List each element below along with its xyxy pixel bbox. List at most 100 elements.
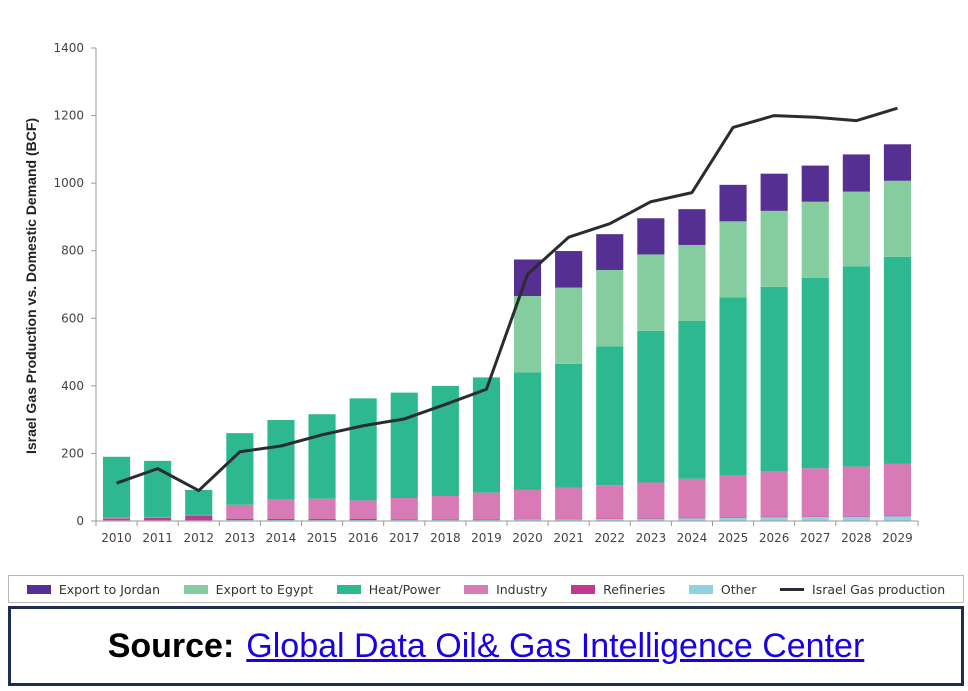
x-axis: 2010 2011 2012 2013 2014 2015 2016 2017 2018 2019… — [95, 520, 919, 545]
y-tick-label: 200 — [61, 446, 84, 460]
legend-label: Export to Jordan — [58, 581, 160, 597]
legend-item-industry: Industry — [464, 582, 547, 597]
bar-refineries — [842, 515, 870, 517]
bar-industry — [637, 482, 665, 518]
bar-heat-power — [390, 392, 418, 499]
bar-refineries — [390, 519, 418, 520]
bar-industry — [719, 475, 747, 518]
source-link[interactable]: Global Data Oil& Gas Intelligence Center — [246, 626, 865, 665]
bar-industry — [431, 495, 459, 519]
y-tick-label: 800 — [61, 244, 84, 258]
legend-swatch — [26, 584, 51, 594]
bar-refineries — [472, 518, 501, 520]
bar-heat-power — [760, 286, 788, 471]
bar-heat-power — [267, 419, 295, 500]
bar-export-to-jordan — [637, 218, 665, 255]
bar-export-to-jordan — [596, 234, 624, 270]
bar-export-to-egypt — [555, 287, 583, 364]
legend-label: Israel Gas production — [812, 581, 946, 597]
bar-other — [555, 519, 583, 521]
bar-industry — [267, 499, 295, 519]
legend-swatch — [183, 584, 208, 594]
bar-industry — [555, 487, 583, 519]
bar-industry — [472, 492, 501, 519]
x-tick-label: 2018 — [430, 531, 461, 545]
source-label: Source: — [107, 626, 235, 665]
bar-refineries — [349, 518, 377, 520]
bar-heat-power — [472, 377, 501, 493]
x-tick-label: 2017 — [389, 531, 420, 545]
bar-heat-power — [596, 346, 624, 486]
legend-item-other: Other — [688, 582, 756, 597]
bar-export-to-jordan — [719, 184, 747, 222]
bar-refineries — [555, 518, 583, 520]
y-tick-label: 0 — [76, 514, 84, 528]
legend-item-israel-gas-production: Israel Gas production — [780, 582, 945, 597]
x-tick-label: 2020 — [512, 531, 543, 545]
bar-refineries — [883, 515, 912, 517]
production-line-layer — [116, 106, 898, 493]
bar-other — [637, 518, 665, 521]
x-tick-label: 2015 — [307, 531, 338, 545]
bar-export-to-jordan — [842, 154, 870, 192]
x-tick-label: 2029 — [882, 531, 913, 545]
x-tick-label: 2023 — [636, 531, 667, 545]
bar-refineries — [102, 518, 131, 521]
bar-industry — [390, 498, 418, 520]
israel-gas-production-line — [116, 106, 898, 493]
bar-refineries — [513, 518, 542, 520]
bar-other — [842, 516, 870, 521]
x-tick-label: 2013 — [225, 531, 256, 545]
x-tick-label: 2027 — [800, 531, 831, 545]
x-tick-label: 2019 — [471, 531, 502, 545]
legend-swatch — [464, 584, 489, 594]
bar-heat-power — [842, 266, 870, 467]
bar-export-to-egypt — [760, 210, 788, 287]
bar-other — [431, 519, 459, 521]
bar-industry — [144, 516, 172, 518]
x-tick-label: 2021 — [553, 531, 584, 545]
bar-heat-power — [678, 320, 706, 479]
legend-label: Heat/Power — [368, 581, 441, 597]
legend-swatch — [336, 584, 361, 594]
bar-industry — [596, 485, 624, 519]
x-tick-label: 2014 — [266, 531, 297, 545]
bar-heat-power — [801, 277, 829, 469]
bars — [102, 144, 912, 521]
bar-other — [349, 519, 377, 521]
bar-industry — [883, 463, 912, 516]
bar-export-to-jordan — [801, 165, 829, 202]
bar-other — [801, 516, 829, 521]
x-tick-label: 2010 — [101, 531, 132, 545]
bar-industry — [513, 489, 542, 519]
bar-refineries — [308, 518, 336, 520]
bar-refineries — [596, 518, 624, 519]
bar-heat-power — [349, 398, 377, 501]
source-box: Source: Global Data Oil& Gas Intelligenc… — [8, 606, 964, 686]
bar-heat-power — [185, 489, 213, 515]
bar-heat-power — [883, 256, 912, 464]
bar-refineries — [801, 516, 829, 517]
legend-label: Refineries — [603, 581, 666, 597]
x-tick-label: 2026 — [759, 531, 790, 545]
bar-export-to-egypt — [596, 269, 624, 347]
y-axis: 0 200 400 600 800 1000 1200 1400 — [53, 41, 97, 528]
bar-refineries — [144, 517, 172, 521]
legend-item-refineries: Refineries — [571, 582, 665, 597]
bar-export-to-egypt — [719, 221, 747, 298]
bar-refineries — [185, 515, 213, 521]
legend-swatch — [688, 584, 713, 594]
y-tick-label: 400 — [61, 379, 84, 393]
bar-other — [390, 519, 418, 521]
bar-export-to-egypt — [513, 295, 542, 373]
y-tick-label: 1400 — [53, 41, 84, 55]
legend-item-export-to-jordan: Export to Jordan — [26, 581, 160, 597]
bar-other — [883, 516, 912, 521]
bar-other — [719, 517, 747, 521]
legend-item-heat-power: Heat/Power — [336, 581, 441, 597]
y-tick-label: 1200 — [53, 109, 84, 123]
legend-label: Export to Egypt — [215, 581, 314, 597]
bar-heat-power — [719, 297, 747, 476]
bar-other — [226, 519, 254, 521]
